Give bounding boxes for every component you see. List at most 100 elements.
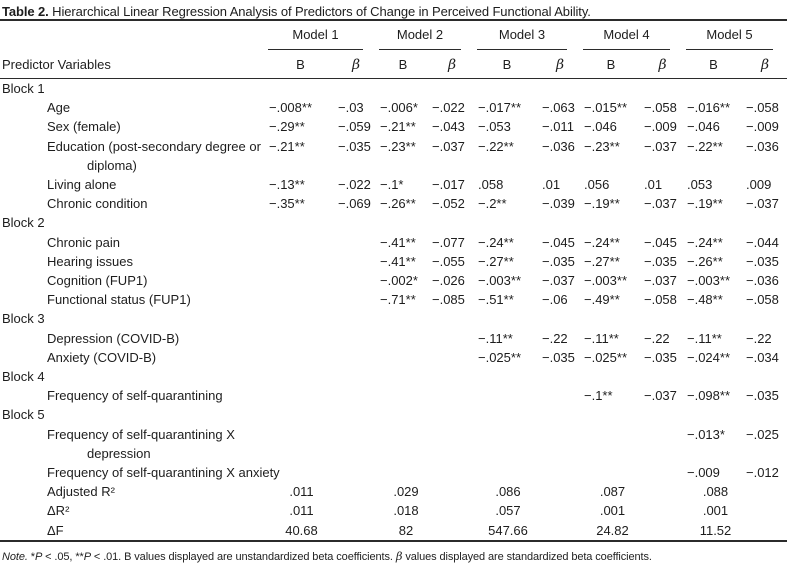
coefficient-cell: −.29** — [269, 119, 305, 135]
table-row: Anxiety (COVID-B) −.025** −.035 −.025** −.03… — [0, 348, 787, 367]
coefficient-cell — [266, 348, 335, 367]
coefficient-cell: −.19** — [687, 196, 723, 212]
note-segment: < .01. B values displayed are unstandard… — [90, 550, 396, 563]
coefficient-cell: −.11** — [478, 330, 513, 346]
coefficient-cell: −.058 — [746, 100, 779, 116]
b-column-header: B — [581, 50, 641, 79]
coefficient-cell — [475, 425, 539, 463]
summary-cell: .086 — [495, 484, 521, 500]
beta-column-header: β — [335, 50, 377, 79]
coefficient-cell — [266, 252, 335, 271]
coefficient-cell: .053 — [687, 177, 713, 193]
coefficient-cell: −.035 — [644, 349, 677, 365]
caption-text: Hierarchical Linear Regression Analysis … — [48, 4, 591, 19]
coefficient-cell: −.022 — [432, 100, 465, 116]
model-header-row: Predictor Variables Model 1 Model 2 Mode… — [0, 20, 787, 79]
summary-cell: .001 — [702, 503, 729, 519]
coefficient-cell: −.037 — [644, 273, 677, 289]
summary-cell: .088 — [702, 484, 729, 500]
table-row: Frequency of self-quarantining X anxiety… — [0, 463, 787, 482]
row-label: Depression (COVID-B) — [47, 330, 180, 346]
coefficient-cell: −.003** — [687, 273, 731, 289]
note-segment: Note. — [2, 550, 31, 563]
coefficient-cell: −.044 — [746, 234, 779, 250]
coefficient-cell — [266, 425, 335, 463]
row-label: Living alone — [47, 177, 117, 193]
table-row: Block 3 — [0, 309, 787, 328]
table-row: Sex (female) −.29** −.059 −.21** −.043 −.053 −… — [0, 117, 787, 136]
coefficient-cell: −.039 — [542, 196, 575, 212]
table-note: Note. *P < .05, **P < .01. B values disp… — [0, 548, 787, 563]
table-row: Education (post-secondary degree or diplo… — [0, 137, 787, 175]
coefficient-cell — [266, 233, 335, 252]
coefficient-cell: .058 — [478, 177, 504, 193]
coefficient-cell: −.037 — [542, 273, 575, 289]
coefficient-cell: −.035 — [542, 253, 575, 269]
row-label: Frequency of self-quarantining X anxiety — [47, 465, 280, 481]
note-segment: β — [395, 548, 403, 563]
coefficient-cell: −.002* — [380, 273, 418, 289]
row-label: Functional status (FUP1) — [47, 292, 191, 308]
table-row: Chronic condition −.35** −.069 −.26** −.052−… — [0, 194, 787, 213]
coefficient-cell: −.085 — [432, 292, 465, 308]
coefficient-cell — [335, 386, 377, 405]
coefficient-cell: .009 — [746, 177, 772, 193]
table-caption: Table 2. Hierarchical Linear Regression … — [0, 0, 787, 19]
coefficient-cell — [266, 329, 335, 348]
coefficient-cell: −.035 — [542, 349, 575, 365]
row-label: Education (post-secondary degree or diplo… — [47, 138, 261, 173]
model-4-header: Model 4 — [581, 20, 684, 50]
row-label: Age — [47, 100, 71, 116]
coefficient-cell — [335, 290, 377, 309]
row-label: Hearing issues — [47, 253, 133, 269]
coefficient-cell: −.026 — [432, 273, 465, 289]
coefficient-cell: −.009 — [644, 119, 677, 135]
table-row: Chronic pain −.41** −.077 −.24** −.045 −.24**… — [0, 233, 787, 252]
predictor-variables-header: Predictor Variables — [0, 20, 266, 79]
coefficient-cell: −.016** — [687, 100, 731, 116]
table-row: Cognition (FUP1) −.002* −.026 −.003** −.037 −… — [0, 271, 787, 290]
summary-cell: 24.82 — [596, 522, 629, 538]
coefficient-cell — [335, 233, 377, 252]
table-number: Table 2. — [2, 4, 49, 19]
coefficient-cell: −.06 — [542, 292, 568, 308]
model-2-header: Model 2 — [377, 20, 475, 50]
coefficient-cell — [429, 386, 475, 405]
coefficient-cell: −.11** — [584, 330, 619, 346]
coefficient-cell — [266, 290, 335, 309]
coefficient-cell: −.22** — [687, 138, 723, 154]
coefficient-cell: −.036 — [542, 138, 575, 154]
coefficient-cell: −.2** — [478, 196, 507, 212]
coefficient-cell: −.21** — [380, 119, 416, 135]
row-label: Adjusted R² — [47, 484, 115, 500]
row-label: Frequency of self-quarantining — [47, 388, 223, 404]
summary-cell: .087 — [599, 484, 626, 500]
table-row: Block 4 — [0, 367, 787, 386]
row-label: ΔR² — [47, 503, 70, 519]
table-row: ΔR² .011 .018 .057 .001 .001 — [0, 501, 787, 520]
table-row: Functional status (FUP1) −.71** −.085 −.51*… — [0, 290, 787, 309]
note-segment: * — [30, 550, 35, 563]
coefficient-cell: −.1** — [584, 388, 613, 404]
b-column-header: B — [266, 50, 335, 79]
coefficient-cell: −.015** — [584, 100, 628, 116]
coefficient-cell: −.017** — [478, 100, 522, 116]
coefficient-cell: −.046 — [584, 119, 617, 135]
coefficient-cell — [377, 329, 429, 348]
coefficient-cell: −.71** — [380, 292, 416, 308]
coefficient-cell: −.26** — [380, 196, 416, 212]
model-3-header: Model 3 — [475, 20, 581, 50]
coefficient-cell: −.059 — [338, 119, 371, 135]
row-label: Block 3 — [2, 311, 45, 327]
coefficient-cell — [581, 463, 641, 482]
coefficient-cell: −.23** — [584, 138, 620, 154]
coefficient-cell: −.046 — [687, 119, 720, 135]
row-label: Cognition (FUP1) — [47, 273, 148, 289]
summary-cell: 547.66 — [488, 522, 528, 538]
coefficient-cell: −.013* — [687, 426, 725, 442]
regression-table: Predictor Variables Model 1 Model 2 Mode… — [0, 19, 787, 542]
coefficient-cell: −.22 — [542, 330, 568, 346]
row-label: Chronic condition — [47, 196, 148, 212]
